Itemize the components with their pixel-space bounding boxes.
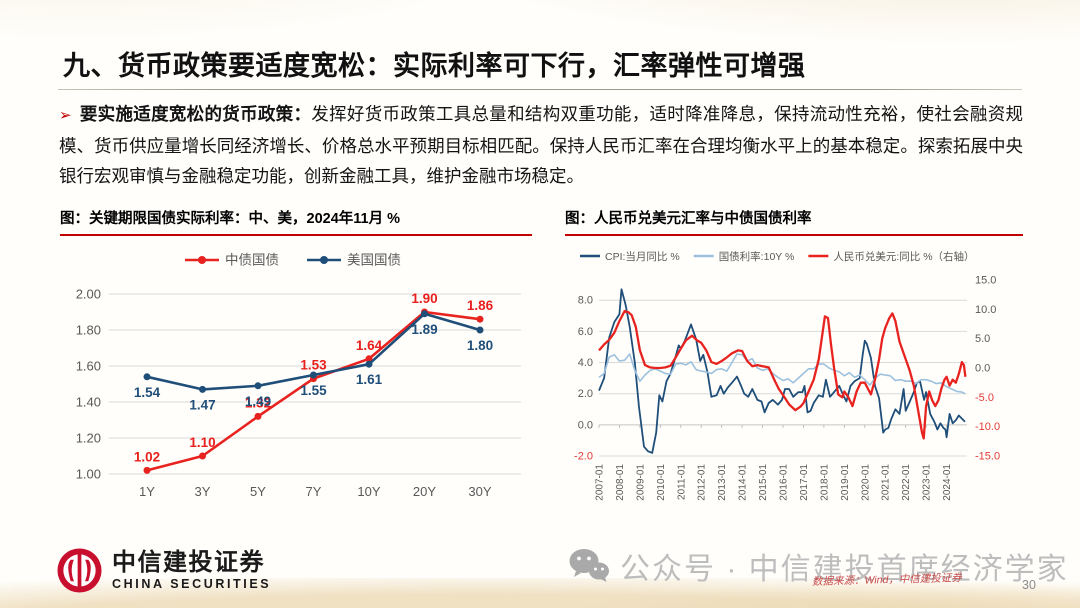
legend-label: 美国国债 bbox=[347, 253, 401, 268]
right-y-tick-label: -10.0 bbox=[975, 421, 1000, 433]
data-point bbox=[254, 382, 262, 390]
x-tick-label: 3Y bbox=[195, 484, 211, 499]
x-tick-label: 2010-01 bbox=[656, 464, 667, 501]
x-tick-label: 2021-01 bbox=[881, 464, 892, 501]
y-tick-label: 2.00 bbox=[76, 287, 101, 302]
x-tick-label: 1Y bbox=[139, 484, 155, 499]
left-y-tick-label: 4.0 bbox=[578, 357, 593, 369]
paragraph-lead: 要实施适度宽松的货币政策： bbox=[79, 104, 312, 124]
left-y-tick-label: -2.0 bbox=[574, 451, 593, 463]
right-chart-caption: 图：人民币兑美元汇率与中债国债利率 bbox=[565, 207, 1023, 236]
legend-dot bbox=[320, 256, 328, 264]
x-tick-label: 2016-01 bbox=[779, 464, 790, 501]
data-label: 1.86 bbox=[467, 298, 494, 313]
series-line bbox=[598, 353, 966, 395]
data-point bbox=[365, 355, 373, 363]
data-point bbox=[476, 315, 484, 323]
data-label: 1.10 bbox=[189, 435, 215, 450]
right-y-tick-label: -5.0 bbox=[975, 392, 994, 404]
data-label: 1.55 bbox=[300, 383, 327, 398]
data-point bbox=[310, 371, 317, 379]
left-y-tick-label: 6.0 bbox=[578, 326, 593, 338]
y-tick-label: 1.20 bbox=[76, 431, 101, 446]
x-tick-label: 2008-01 bbox=[615, 464, 626, 501]
x-tick-label: 2007-01 bbox=[595, 464, 606, 501]
data-label: 1.54 bbox=[134, 385, 161, 400]
data-label: 1.89 bbox=[411, 322, 437, 337]
x-tick-label: 2017-01 bbox=[799, 464, 810, 501]
data-label: 1.64 bbox=[356, 338, 383, 353]
legend-label: CPI:当月同比 % bbox=[605, 250, 680, 263]
x-tick-label: 5Y bbox=[250, 484, 266, 499]
company-name-en: CHINA SECURITIES bbox=[112, 576, 272, 591]
data-point bbox=[143, 373, 151, 381]
data-point bbox=[476, 326, 484, 334]
x-tick-label: 2011-01 bbox=[676, 464, 687, 500]
page-number: 30 bbox=[1022, 578, 1036, 592]
legend-label: 国债利率:10Y % bbox=[719, 250, 795, 263]
paragraph-body: 发挥好货币政策工具总量和结构双重功能，适时降准降息，保持流动性充裕，使社会融资规… bbox=[59, 104, 1024, 186]
data-label: 1.02 bbox=[134, 449, 160, 464]
real-rate-line-chart: 2.00 1.80 1.60 1.40 1.20 1.00 1Y 3Y 5Y 7Y 10Y 20Y 30… bbox=[76, 253, 521, 499]
right-y-tick-label: 15.0 bbox=[975, 275, 996, 287]
y-tick-label: 1.60 bbox=[76, 359, 101, 374]
x-tick-label: 2013-01 bbox=[717, 464, 728, 501]
data-label: 1.53 bbox=[300, 358, 327, 373]
x-tick-label: 2018-01 bbox=[819, 464, 830, 501]
x-tick-label: 7Y bbox=[306, 484, 322, 499]
left-y-tick-label: 0.0 bbox=[578, 419, 593, 431]
citic-emblem-icon bbox=[57, 548, 102, 593]
legend-dot bbox=[198, 256, 206, 264]
x-tick-label: 2015-01 bbox=[758, 464, 769, 501]
legend-label: 中债国债 bbox=[225, 253, 279, 268]
right-y-tick-label: 0.0 bbox=[975, 363, 990, 375]
data-point bbox=[199, 385, 206, 393]
left-chart-caption: 图：关键期限国债实际利率：中、美，2024年11月 % bbox=[60, 207, 532, 236]
x-tick-label: 10Y bbox=[357, 484, 380, 499]
x-tick-label: 2020-01 bbox=[860, 464, 871, 501]
x-tick-label: 2023-01 bbox=[922, 464, 933, 501]
x-tick-label: 2024-01 bbox=[942, 464, 953, 501]
page-title: 九、货币政策要适度宽松：实际利率可下行，汇率弹性可增强 bbox=[63, 51, 806, 81]
data-label: 1.47 bbox=[189, 397, 215, 412]
right-y-tick-label: 10.0 bbox=[975, 304, 996, 316]
x-tick-label: 20Y bbox=[413, 484, 436, 499]
data-point bbox=[199, 452, 206, 460]
left-y-tick-label: 8.0 bbox=[578, 295, 593, 307]
x-tick-label: 2022-01 bbox=[901, 464, 912, 501]
x-tick-label: 2019-01 bbox=[840, 464, 851, 501]
data-label: 1.80 bbox=[467, 338, 493, 353]
y-tick-label: 1.00 bbox=[76, 467, 101, 482]
data-label: 1.32 bbox=[245, 395, 271, 410]
wechat-icon bbox=[569, 549, 609, 582]
company-logo: 中信建投证券 CHINA SECURITIES bbox=[56, 547, 271, 594]
left-y-tick-label: 2.0 bbox=[578, 388, 593, 400]
data-point bbox=[143, 466, 151, 474]
y-tick-label: 1.80 bbox=[76, 323, 101, 338]
y-tick-label: 1.40 bbox=[76, 395, 101, 410]
legend-label: 人民币兑美元:同比 %（右轴） bbox=[833, 250, 974, 263]
series-line bbox=[598, 309, 967, 440]
watermark-text: 公众号 · 中信建投首席经济学家 bbox=[620, 553, 1069, 586]
title-underline bbox=[58, 89, 1022, 90]
intro-paragraph: ➢ 要实施适度宽松的货币政策：发挥好货币政策工具总量和结构双重功能，适时降准降息，… bbox=[59, 99, 1023, 191]
company-name-cn: 中信建投证券 bbox=[112, 549, 265, 576]
x-tick-label: 2014-01 bbox=[738, 464, 749, 501]
wechat-watermark: 公众号 · 中信建投首席经济学家 bbox=[568, 544, 1069, 588]
fx-cpi-line-chart: 8.0 6.0 4.0 2.0 0.0 -2.0 15.0 10.0 5.0 0.0 -5.0 -10… bbox=[574, 250, 1000, 501]
data-label: 1.49 bbox=[245, 394, 271, 409]
right-y-tick-label: -15.0 bbox=[975, 451, 1000, 463]
data-label: 1.90 bbox=[411, 291, 437, 306]
x-tick-label: 30Y bbox=[468, 484, 491, 499]
x-tick-label: 2012-01 bbox=[697, 464, 708, 501]
arrow-bullet-icon: ➢ bbox=[59, 107, 72, 124]
data-point bbox=[421, 310, 428, 318]
series-line bbox=[598, 288, 966, 454]
right-y-tick-label: 5.0 bbox=[975, 333, 990, 345]
data-point bbox=[254, 412, 262, 420]
data-label: 1.61 bbox=[356, 372, 383, 387]
x-tick-label: 2009-01 bbox=[635, 464, 646, 501]
data-point bbox=[365, 360, 373, 368]
